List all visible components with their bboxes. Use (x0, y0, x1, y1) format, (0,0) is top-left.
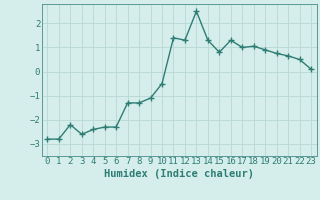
X-axis label: Humidex (Indice chaleur): Humidex (Indice chaleur) (104, 169, 254, 179)
